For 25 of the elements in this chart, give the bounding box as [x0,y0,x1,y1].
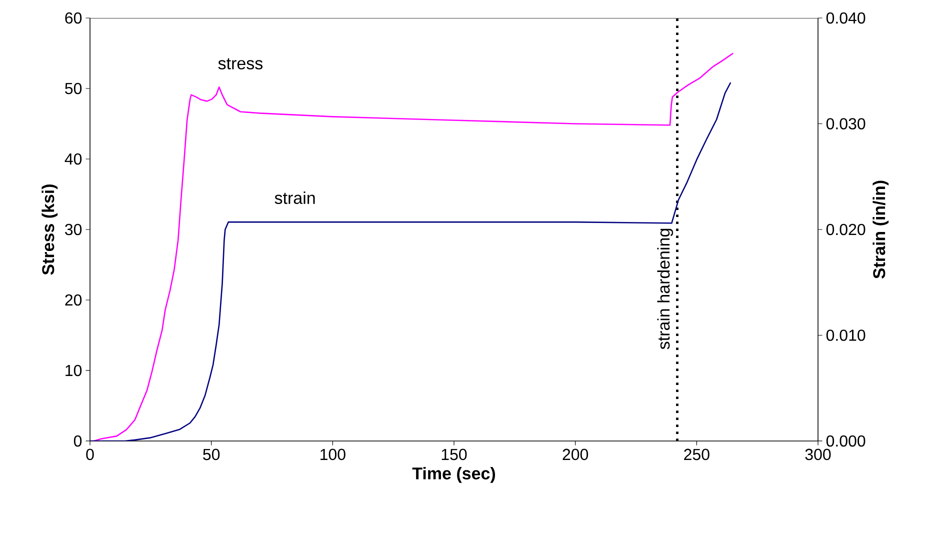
y2-tick-label: 0.020 [826,224,866,236]
y-tick-label: 10 [66,364,82,376]
y2-tick-label: 0.040 [826,12,866,24]
y-axis-title: Stress (ksi) [42,184,58,275]
annotation: strain [274,192,315,204]
ref-line-label: strain hardening [657,228,674,350]
x-tick-label: 150 [442,448,467,460]
y-tick-label: 50 [65,82,82,94]
y2-tick-label: 0.000 [826,435,866,447]
x-tick-label: 200 [562,448,588,460]
x-axis-title: Time (sec) [412,466,496,483]
x-tick-label: 250 [684,448,710,460]
y-tick-label: 60 [65,12,82,24]
x-tick-label: 100 [320,448,346,460]
y2-tick-label: 0.030 [826,118,866,130]
x-tick-label: 0 [86,448,94,460]
y2-axis-title: Strain (in/in) [872,180,889,279]
y-tick-label: 0 [74,435,82,447]
y-tick-label: 30 [65,224,82,236]
annotation: stress [218,58,263,70]
x-tick-label: 300 [805,448,831,460]
y2-tick-label: 0.010 [826,330,866,341]
y-tick-label: 20 [65,294,82,306]
x-tick-label: 50 [203,448,220,460]
y-tick-label: 40 [64,153,82,165]
